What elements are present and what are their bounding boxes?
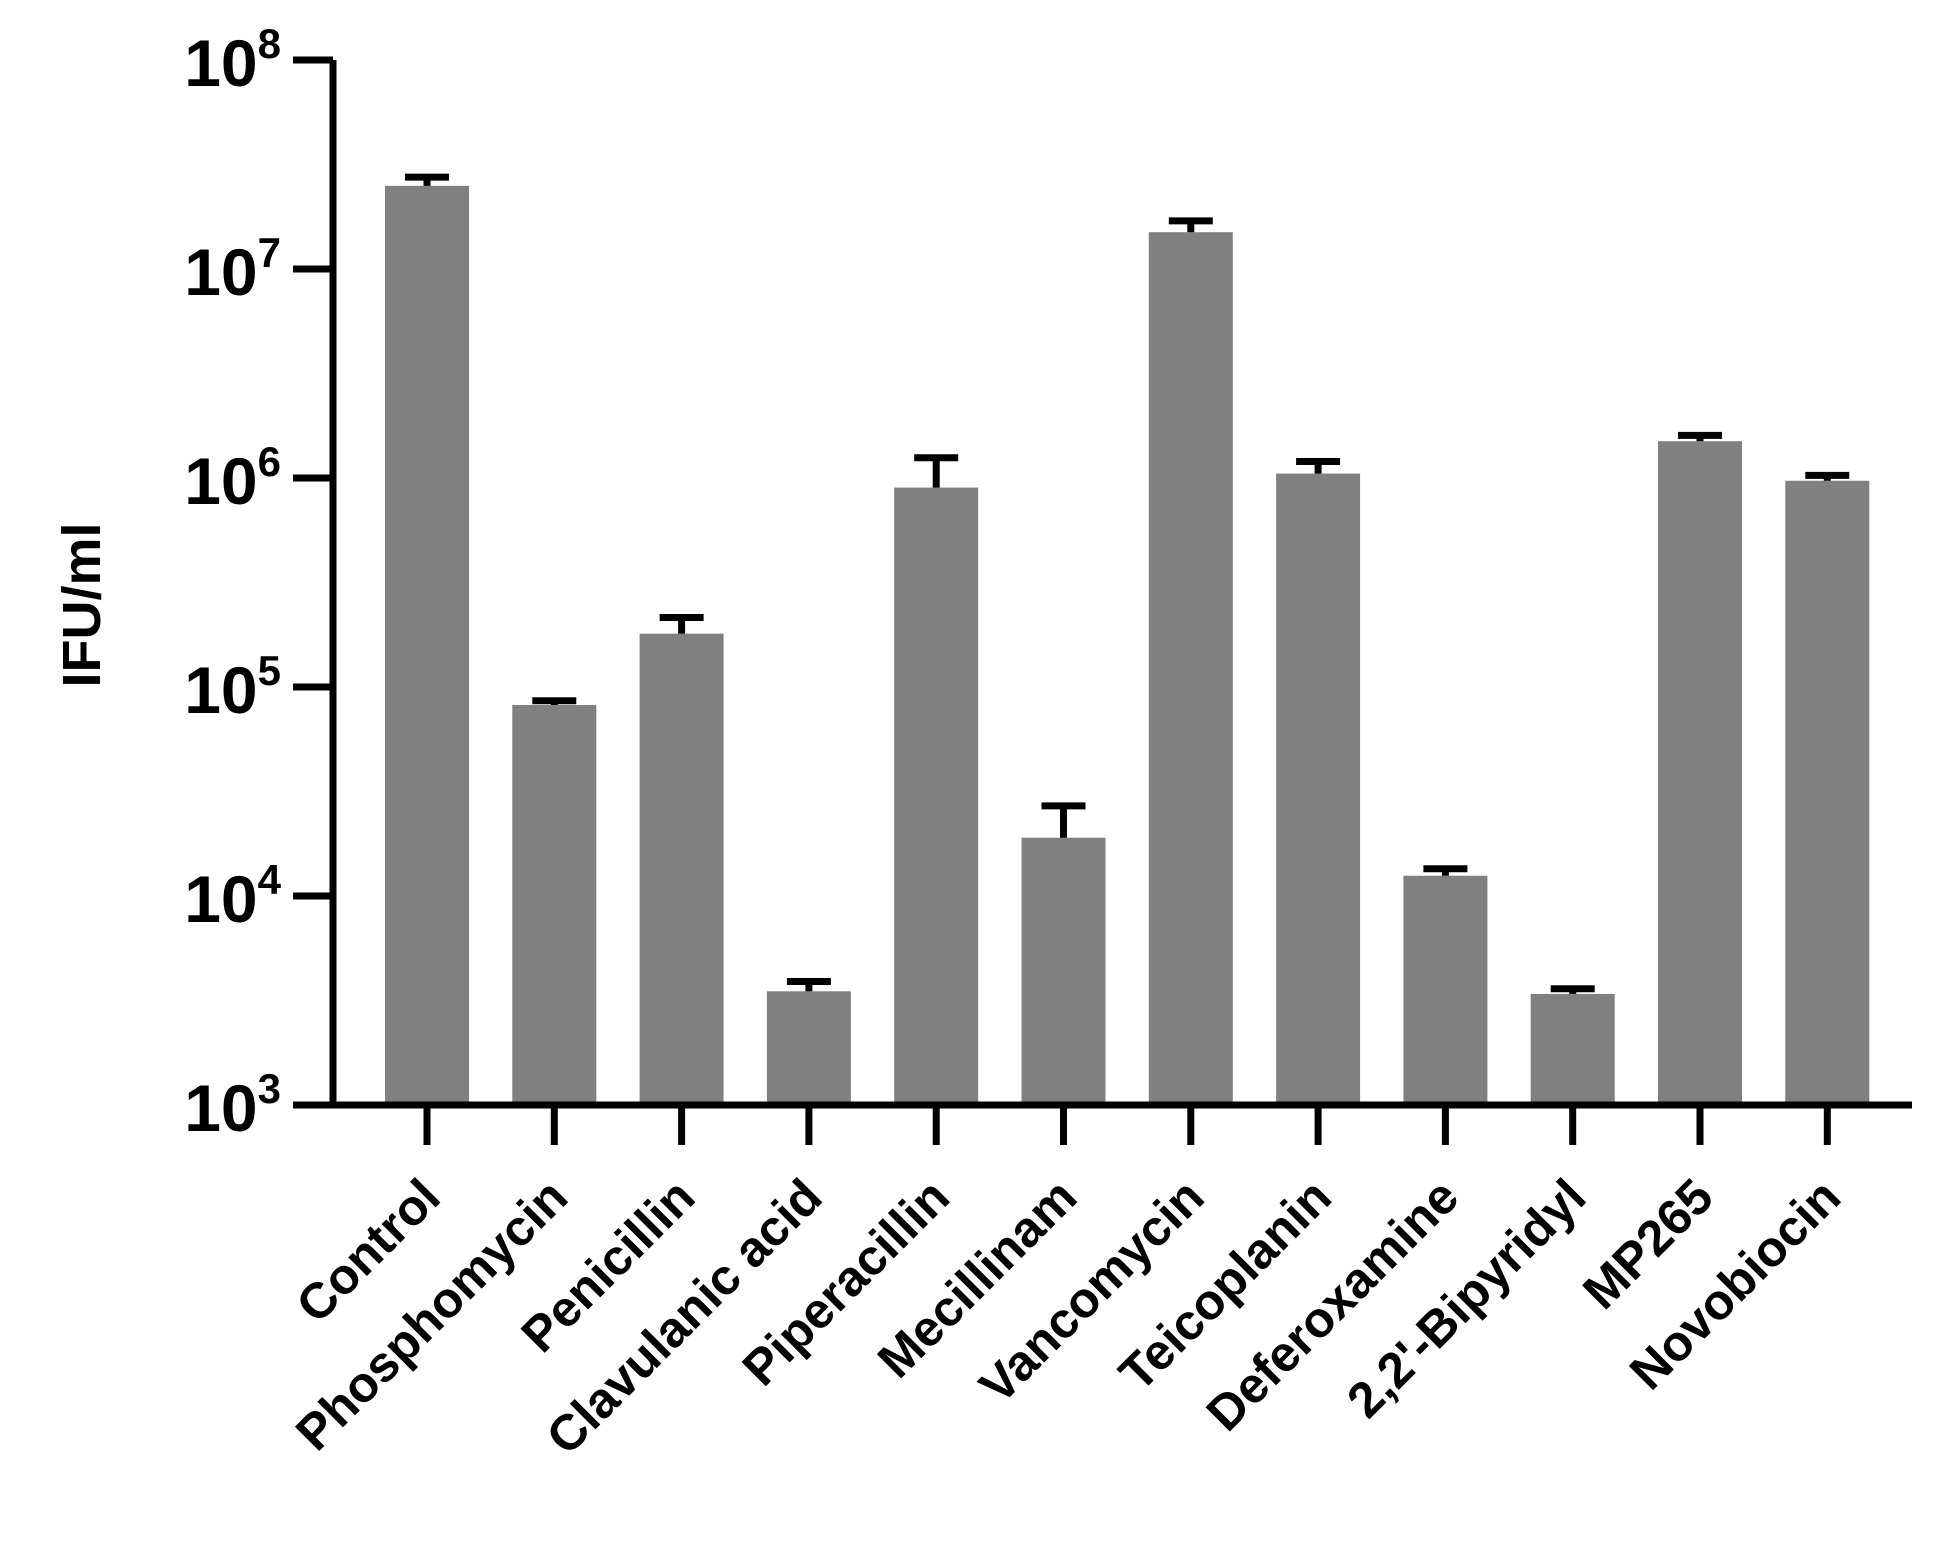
y-tick-label-0: 103 xyxy=(184,1065,281,1145)
y-tick-label-3: 106 xyxy=(184,438,281,518)
bar-5 xyxy=(1021,837,1106,1105)
error-bar-0 xyxy=(405,173,449,186)
error-bar-10 xyxy=(1678,431,1722,442)
y-tick-labels: 103 104 105 106 107 108 xyxy=(184,20,281,1145)
y-axis-label: IFU/ml xyxy=(52,522,112,687)
error-bar-9 xyxy=(1550,985,1595,994)
y-tick-label-4: 107 xyxy=(184,229,281,309)
bar-2 xyxy=(639,633,724,1105)
error-bar-3 xyxy=(786,977,831,992)
axes-layer xyxy=(293,56,1912,1145)
error-bar-1 xyxy=(532,697,577,706)
error-bar-4 xyxy=(914,454,959,488)
y-tick-label-5: 108 xyxy=(184,20,281,100)
bar-9 xyxy=(1530,993,1615,1105)
bar-0 xyxy=(385,185,469,1105)
error-bar-8 xyxy=(1423,865,1468,876)
bar-11 xyxy=(1785,480,1870,1105)
bar-1 xyxy=(512,705,597,1105)
error-bar-11 xyxy=(1805,471,1850,481)
x-tick-labels: ControlPhosphomycinPenicillinClavulanic … xyxy=(285,1168,1851,1465)
x-label-6: Vancomycin xyxy=(969,1168,1215,1414)
bar-3 xyxy=(766,991,851,1105)
bar-8 xyxy=(1403,875,1488,1105)
error-bar-2 xyxy=(659,614,704,634)
y-tick-label-1: 104 xyxy=(184,856,281,936)
error-bar-5 xyxy=(1041,802,1086,838)
error-bars-layer xyxy=(405,173,1850,994)
bar-10 xyxy=(1658,441,1742,1106)
bar-6 xyxy=(1148,232,1233,1106)
y-tick-label-2: 105 xyxy=(184,647,281,727)
error-bar-7 xyxy=(1296,457,1341,474)
bars-layer xyxy=(385,185,1870,1106)
error-bar-6 xyxy=(1168,217,1213,233)
bar-4 xyxy=(894,487,979,1105)
bar-7 xyxy=(1276,473,1361,1106)
